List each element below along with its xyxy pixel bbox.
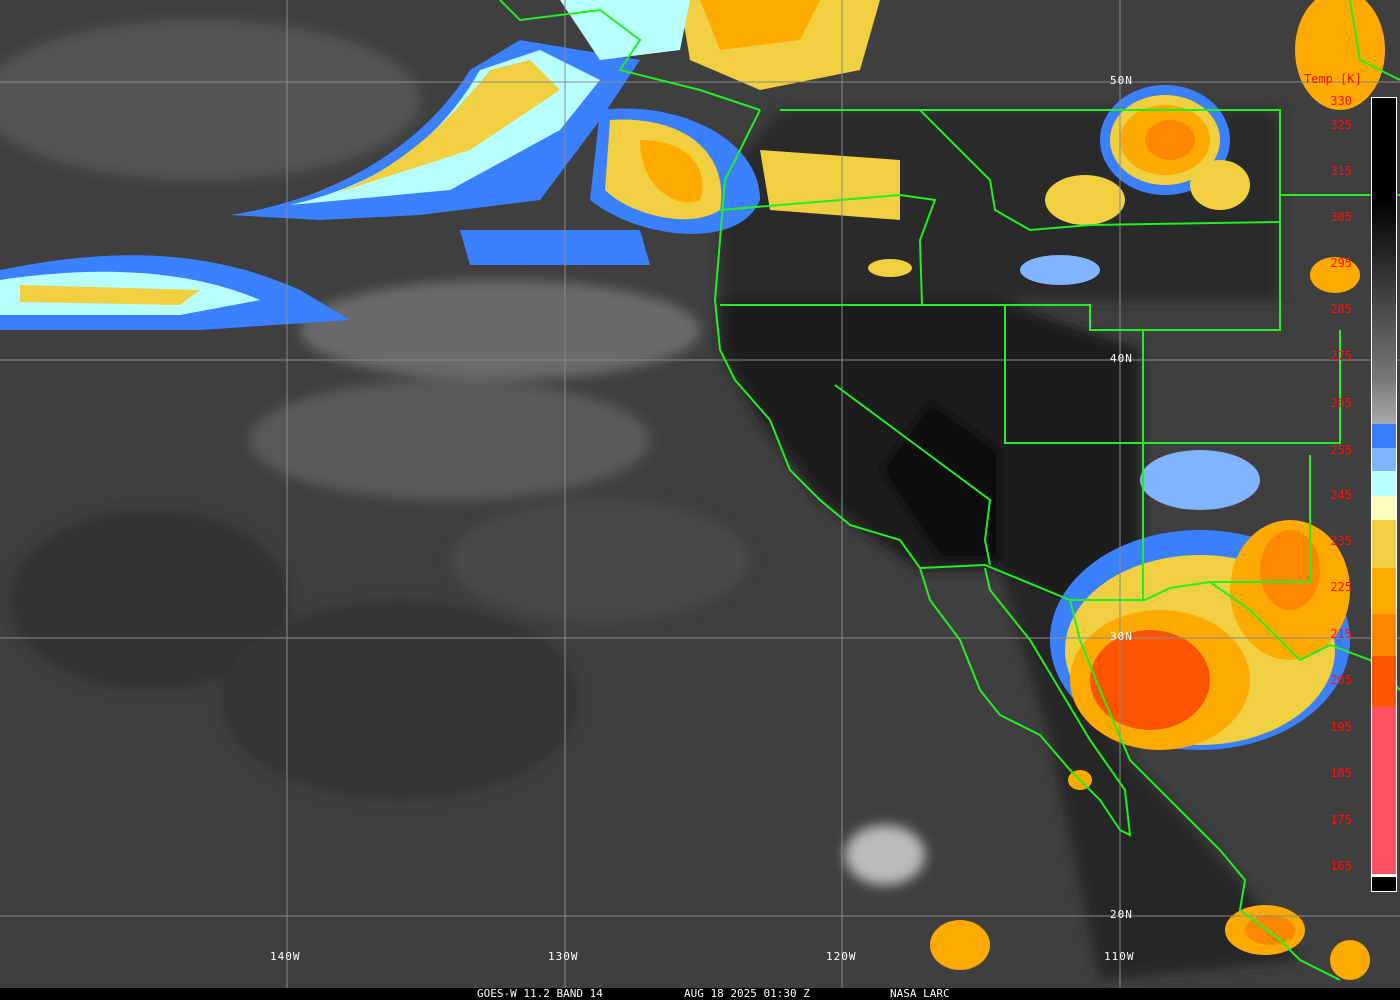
lon-label-110w: 110W: [1104, 950, 1135, 963]
colorbar-tick-label: 295: [1330, 256, 1352, 270]
colorbar-tick-label: 215: [1330, 627, 1352, 641]
colorbar-tick-label: 165: [1330, 859, 1352, 873]
california-nevada: [834, 384, 992, 566]
colorbar-tick-label: 195: [1330, 720, 1352, 734]
colorbar-tick-label: 285: [1330, 302, 1352, 316]
lat-label-20n: 20N: [1110, 908, 1133, 921]
image-source: NASA LARC: [890, 987, 950, 1000]
north-border: [1349, 0, 1400, 81]
colorbar-title: Temp [K]: [1304, 72, 1362, 86]
baja-california: [919, 567, 1132, 837]
satellite-band: GOES-W 11.2 BAND 14: [477, 987, 603, 1000]
colorbar-tick-label: 225: [1330, 580, 1352, 594]
us-west-coast: [713, 109, 921, 569]
mexico-west-coast: [1069, 599, 1341, 981]
colorbar-tick-label: 175: [1330, 813, 1352, 827]
colorbar-tick-label: 185: [1330, 766, 1352, 780]
cloud-band-northwest: [0, 0, 900, 330]
oregon-idaho: [719, 193, 937, 306]
lon-label-130w: 130W: [548, 950, 579, 963]
temperature-colorbar: [1371, 97, 1397, 892]
colorbar-tick-label: 275: [1330, 349, 1352, 363]
colorbar-tick-label: 235: [1330, 534, 1352, 548]
colorbar-tick-label: 330: [1330, 94, 1352, 108]
political-borders: [499, 0, 1400, 981]
colorbar-tick-label: 255: [1330, 443, 1352, 457]
colorbar-tick-label: 205: [1330, 673, 1352, 687]
colorbar-tick-label: 325: [1330, 118, 1352, 132]
footer-caption: GOES-W 11.2 BAND 14 AUG 18 2025 01:30 Z …: [0, 988, 1400, 1000]
lon-label-140w: 140W: [270, 950, 301, 963]
lat-label-30n: 30N: [1110, 630, 1133, 643]
convection-southwest-mexico: [930, 450, 1370, 980]
observation-time: AUG 18 2025 01:30 Z: [684, 987, 810, 1000]
idaho-montana: [919, 109, 1281, 232]
nevada-utah-lines: [1004, 305, 1341, 444]
northern-state-lines: [720, 109, 1281, 331]
colorbar-tick-label: 245: [1330, 488, 1352, 502]
colorbar-tick-label: 265: [1330, 396, 1352, 410]
ocean-clouds: [0, 20, 925, 885]
colorbar-tick-label: 305: [1330, 210, 1352, 224]
canada-coast: [499, 0, 761, 111]
lat-label-40n: 40N: [1110, 352, 1133, 365]
lon-label-120w: 120W: [826, 950, 857, 963]
us-mexico-border: [919, 455, 1311, 601]
colorbar-tick-label: 315: [1330, 164, 1352, 178]
lat-label-50n: 50N: [1110, 74, 1133, 87]
